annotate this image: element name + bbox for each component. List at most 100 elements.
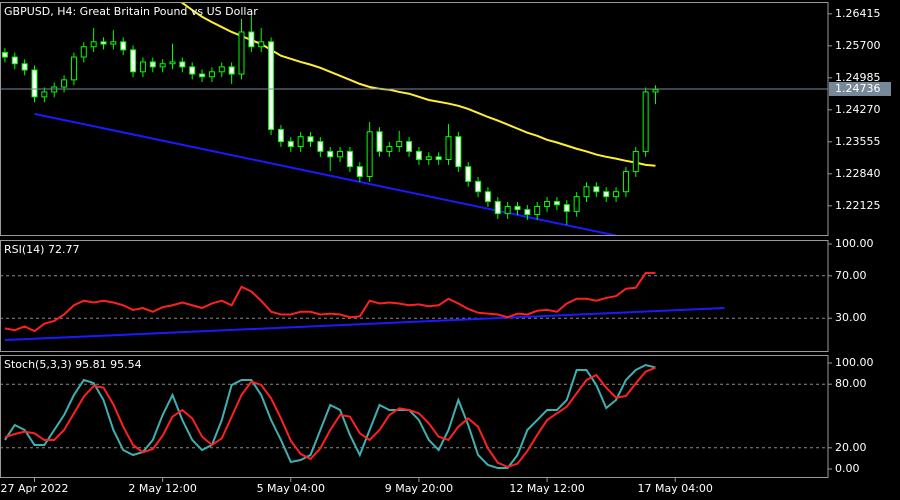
candle-body	[573, 196, 580, 212]
candle-body	[652, 89, 659, 93]
panel-frame	[0, 2, 829, 236]
candle-body	[613, 191, 620, 198]
moving-average	[178, 2, 656, 167]
candle-body	[307, 136, 314, 143]
candle-body	[386, 146, 393, 152]
x-tick-label: 12 May 12:00	[509, 482, 584, 495]
candle-body	[524, 209, 531, 216]
candle-body	[337, 150, 344, 158]
candle-body	[268, 41, 275, 131]
candle-body	[159, 63, 166, 68]
candle-body	[90, 41, 97, 48]
y-tick-label: 1.26415	[835, 7, 881, 20]
candle-body	[544, 201, 551, 207]
candle-body	[396, 141, 403, 148]
candle-body	[130, 49, 137, 73]
y-tick-label: 70.00	[835, 269, 867, 282]
candle-body	[218, 66, 225, 73]
candle-body	[622, 171, 629, 193]
candle-body	[406, 141, 413, 152]
candle-body	[425, 156, 432, 160]
candle-body	[70, 56, 77, 81]
plot-area	[0, 271, 828, 342]
candle-body	[475, 180, 482, 193]
candle-body	[287, 141, 294, 148]
panel: 100.00 70.00 30.00 RSI(14) 72.77	[0, 237, 874, 352]
candle-body	[11, 56, 18, 65]
panel: 100.00 80.00 20.00 0.00 Stoch(5,3,3) 95.81 9…	[0, 355, 874, 478]
candle-body	[169, 61, 176, 65]
candle-body	[31, 69, 38, 98]
candle-body	[484, 191, 491, 203]
x-tick-label: 5 May 04:00	[257, 482, 325, 495]
candle-body	[61, 79, 68, 88]
candle-body	[356, 166, 363, 177]
candle-body	[41, 91, 48, 98]
candle-body	[504, 205, 511, 215]
candle-body	[100, 41, 107, 45]
candle-body	[120, 41, 127, 51]
price-label-box	[829, 81, 891, 96]
candle-body	[317, 141, 324, 152]
candle-body	[553, 201, 560, 206]
candle-body	[445, 136, 452, 160]
candle-body	[435, 156, 442, 160]
price-label: 1.24736	[835, 82, 881, 95]
x-tick-label: 27 Apr 2022	[0, 482, 68, 495]
candle-body	[110, 41, 117, 45]
y-tick-label: 1.22840	[835, 167, 881, 180]
candle-body	[494, 201, 501, 215]
y-tick-label: 100.00	[835, 356, 874, 369]
candle-body	[603, 191, 610, 198]
candle-body	[208, 71, 215, 78]
y-tick-label: 30.00	[835, 311, 867, 324]
panel-title: GBPUSD, H4: Great Britain Pound vs US Do…	[4, 5, 258, 18]
y-tick-label: 0.00	[835, 462, 860, 475]
y-tick-label: 1.25700	[835, 39, 881, 52]
candle-body	[199, 73, 206, 78]
series-line	[4, 271, 656, 333]
panel-title: RSI(14) 72.77	[4, 243, 79, 256]
plot-area	[0, 363, 828, 470]
candle-body	[258, 41, 265, 48]
candle-body	[277, 129, 284, 143]
y-tick-label: 1.24270	[835, 103, 881, 116]
y-tick-label: 1.22125	[835, 199, 881, 212]
candle-body	[179, 61, 186, 68]
panel-title: Stoch(5,3,3) 95.81 95.54	[4, 358, 142, 371]
trendline	[4, 307, 725, 342]
candle-body	[21, 63, 28, 71]
plot-area	[0, 2, 828, 236]
candle-body	[465, 166, 472, 182]
y-tick-label: 100.00	[835, 237, 874, 250]
candle-body	[514, 205, 521, 211]
candle-body	[327, 150, 334, 158]
candle-body	[346, 150, 353, 168]
x-tick-label: 17 May 04:00	[637, 482, 712, 495]
candle-body	[642, 91, 649, 152]
candle-body	[80, 46, 87, 58]
series-line	[4, 363, 656, 470]
x-tick-label: 9 May 20:00	[385, 482, 453, 495]
candle-body	[415, 150, 422, 160]
y-tick-label: 1.24985	[835, 71, 881, 84]
candle-body	[534, 205, 541, 216]
y-tick-label: 1.23555	[835, 135, 881, 148]
candle-body	[228, 66, 235, 75]
candle-body	[1, 52, 8, 58]
series-line	[4, 366, 656, 469]
candle-body	[248, 31, 255, 48]
panel-frame	[0, 355, 829, 478]
candle-body	[455, 136, 462, 168]
candle-body	[583, 186, 590, 198]
panel: 1.26415 1.25700 1.24985 1.24270 1.23555 1.228…	[0, 2, 891, 236]
candle-body	[238, 31, 245, 75]
candle-body	[297, 136, 304, 148]
y-tick-label: 20.00	[835, 441, 867, 454]
candle-body	[593, 186, 600, 193]
candle-body	[149, 61, 156, 68]
candle-body	[189, 66, 196, 75]
candle-body	[366, 131, 373, 177]
